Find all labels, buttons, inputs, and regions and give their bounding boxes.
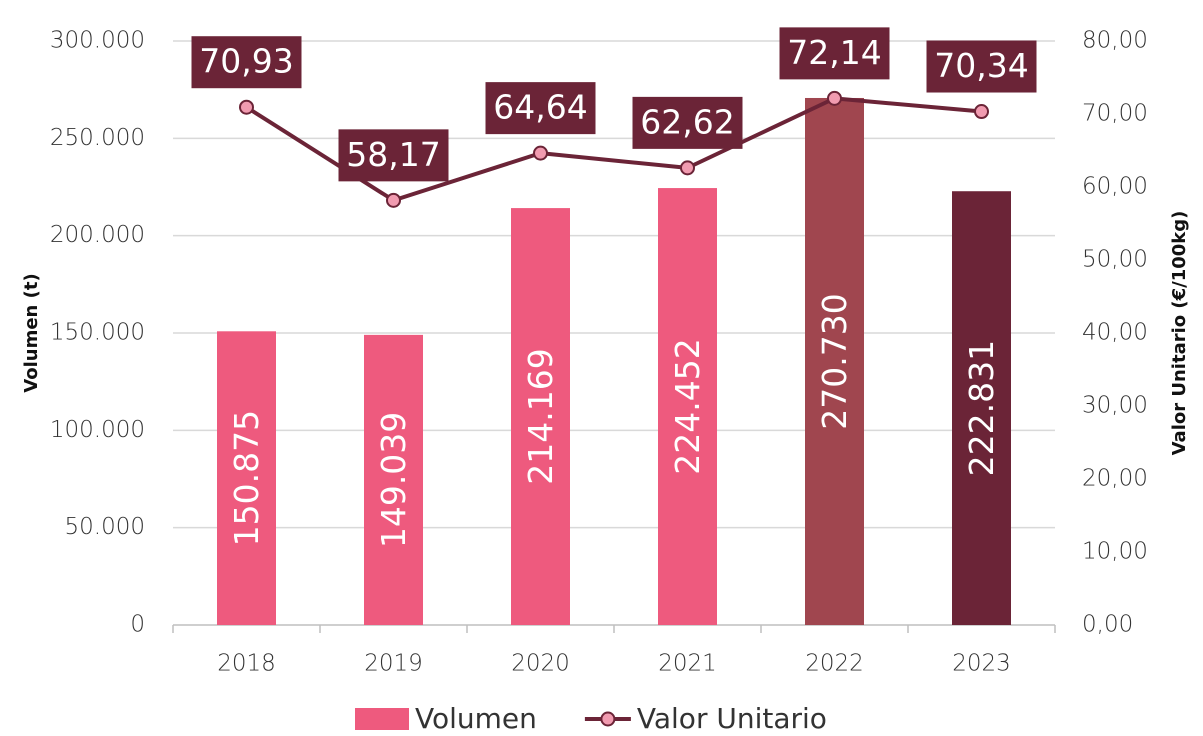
value-label-box [779, 27, 890, 80]
line-value-label: 70,34 [934, 46, 1028, 85]
x-tick-label: 2020 [511, 651, 570, 677]
bar [217, 331, 276, 625]
bar [364, 334, 423, 625]
bar [952, 191, 1011, 625]
bar-value-label: 214.169 [521, 348, 560, 484]
bar [658, 188, 717, 625]
line-value-label: 62,62 [640, 102, 734, 141]
y2-tick-label: 70,00 [1082, 101, 1148, 127]
x-tick-label: 2023 [952, 651, 1011, 677]
legend-label: Volumen [415, 702, 537, 735]
line-marker [974, 104, 989, 120]
line-value-label: 70,93 [199, 42, 293, 81]
y2-tick-label: 0,00 [1082, 612, 1133, 638]
x-tick-label: 2021 [658, 651, 717, 677]
bar-value-label: 149.039 [374, 412, 413, 548]
y-tick-label: 50.000 [65, 514, 145, 540]
line-marker [386, 192, 401, 208]
y-tick-label: 250.000 [50, 125, 145, 151]
y2-tick-label: 20,00 [1082, 466, 1148, 492]
x-tick-label: 2019 [364, 651, 423, 677]
value-label-box [338, 129, 449, 182]
line-marker [680, 160, 695, 176]
y-tick-label: 100.000 [50, 417, 145, 443]
y2-tick-label: 80,00 [1082, 28, 1148, 54]
bar-value-label: 222.831 [962, 340, 1001, 476]
line-value-label: 58,17 [346, 135, 440, 174]
bar-value-label: 224.452 [668, 338, 707, 474]
value-label-box [191, 36, 302, 89]
y-tick-label: 200.000 [50, 222, 145, 248]
x-tick-label: 2022 [805, 651, 864, 677]
y-axis-title: Volumen (t) [21, 273, 42, 392]
value-label-box [632, 96, 743, 149]
line-marker [239, 99, 254, 115]
y-tick-label: 0 [130, 612, 145, 638]
y2-tick-label: 50,00 [1082, 247, 1148, 273]
line-marker [827, 90, 842, 106]
y2-axis-title: Valor Unitario (€/100kg) [1169, 211, 1190, 456]
legend-label: Valor Unitario [637, 702, 827, 735]
bar [511, 208, 570, 625]
line [245, 96, 982, 203]
y2-tick-label: 60,00 [1082, 174, 1148, 200]
value-label-box [485, 82, 596, 135]
y-tick-label: 300.000 [50, 28, 145, 54]
legend-swatch [355, 708, 409, 730]
x-tick-label: 2018 [217, 651, 276, 677]
y2-tick-label: 40,00 [1082, 320, 1148, 346]
value-label-box [926, 40, 1037, 93]
line-value-label: 64,64 [493, 88, 587, 127]
line-marker [533, 145, 548, 161]
bar-value-label: 150.875 [227, 410, 266, 546]
y-tick-label: 150.000 [50, 320, 145, 346]
line-value-label: 72,14 [787, 33, 881, 72]
legend-marker [600, 711, 616, 727]
bar-value-label: 270.730 [815, 293, 854, 429]
y2-tick-label: 30,00 [1082, 393, 1148, 419]
bar [805, 97, 864, 625]
y2-tick-label: 10,00 [1082, 539, 1148, 565]
